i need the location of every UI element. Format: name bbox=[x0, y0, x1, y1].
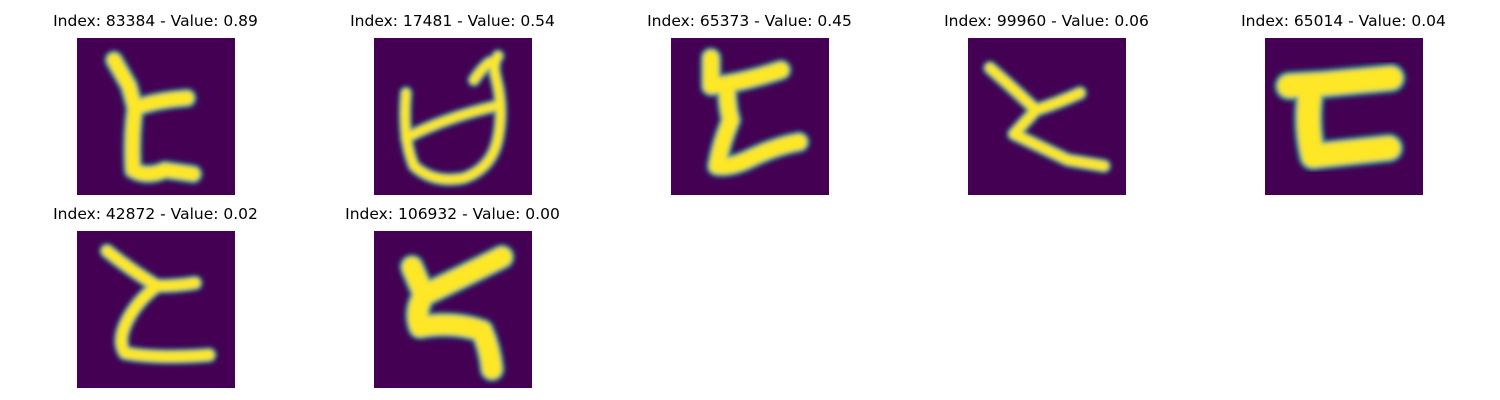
tile-title: Index: 42872 - Value: 0.02 bbox=[53, 205, 258, 223]
tile-title: Index: 65373 - Value: 0.45 bbox=[647, 12, 852, 30]
digit-image bbox=[374, 38, 532, 195]
digit-tile-4: Index: 99960 - Value: 0.06 bbox=[898, 12, 1195, 202]
digit-image bbox=[374, 231, 532, 388]
digit-tile-5: Index: 65014 - Value: 0.04 bbox=[1195, 12, 1492, 202]
digit-tile-3: Index: 65373 - Value: 0.45 bbox=[601, 12, 898, 202]
tile-title: Index: 17481 - Value: 0.54 bbox=[350, 12, 555, 30]
digit-tile-6: Index: 42872 - Value: 0.02 bbox=[7, 205, 304, 395]
digit-tile-2: Index: 17481 - Value: 0.54 bbox=[304, 12, 601, 202]
digit-image bbox=[671, 38, 829, 195]
tile-title: Index: 99960 - Value: 0.06 bbox=[944, 12, 1149, 30]
digit-image bbox=[77, 38, 235, 195]
tile-title: Index: 65014 - Value: 0.04 bbox=[1241, 12, 1446, 30]
tile-title: Index: 106932 - Value: 0.00 bbox=[345, 205, 560, 223]
digit-tile-1: Index: 83384 - Value: 0.89 bbox=[7, 12, 304, 202]
digit-image bbox=[77, 231, 235, 388]
digit-tile-7: Index: 106932 - Value: 0.00 bbox=[304, 205, 601, 395]
digit-image bbox=[968, 38, 1126, 195]
tile-title: Index: 83384 - Value: 0.89 bbox=[53, 12, 258, 30]
digit-image bbox=[1265, 38, 1423, 195]
